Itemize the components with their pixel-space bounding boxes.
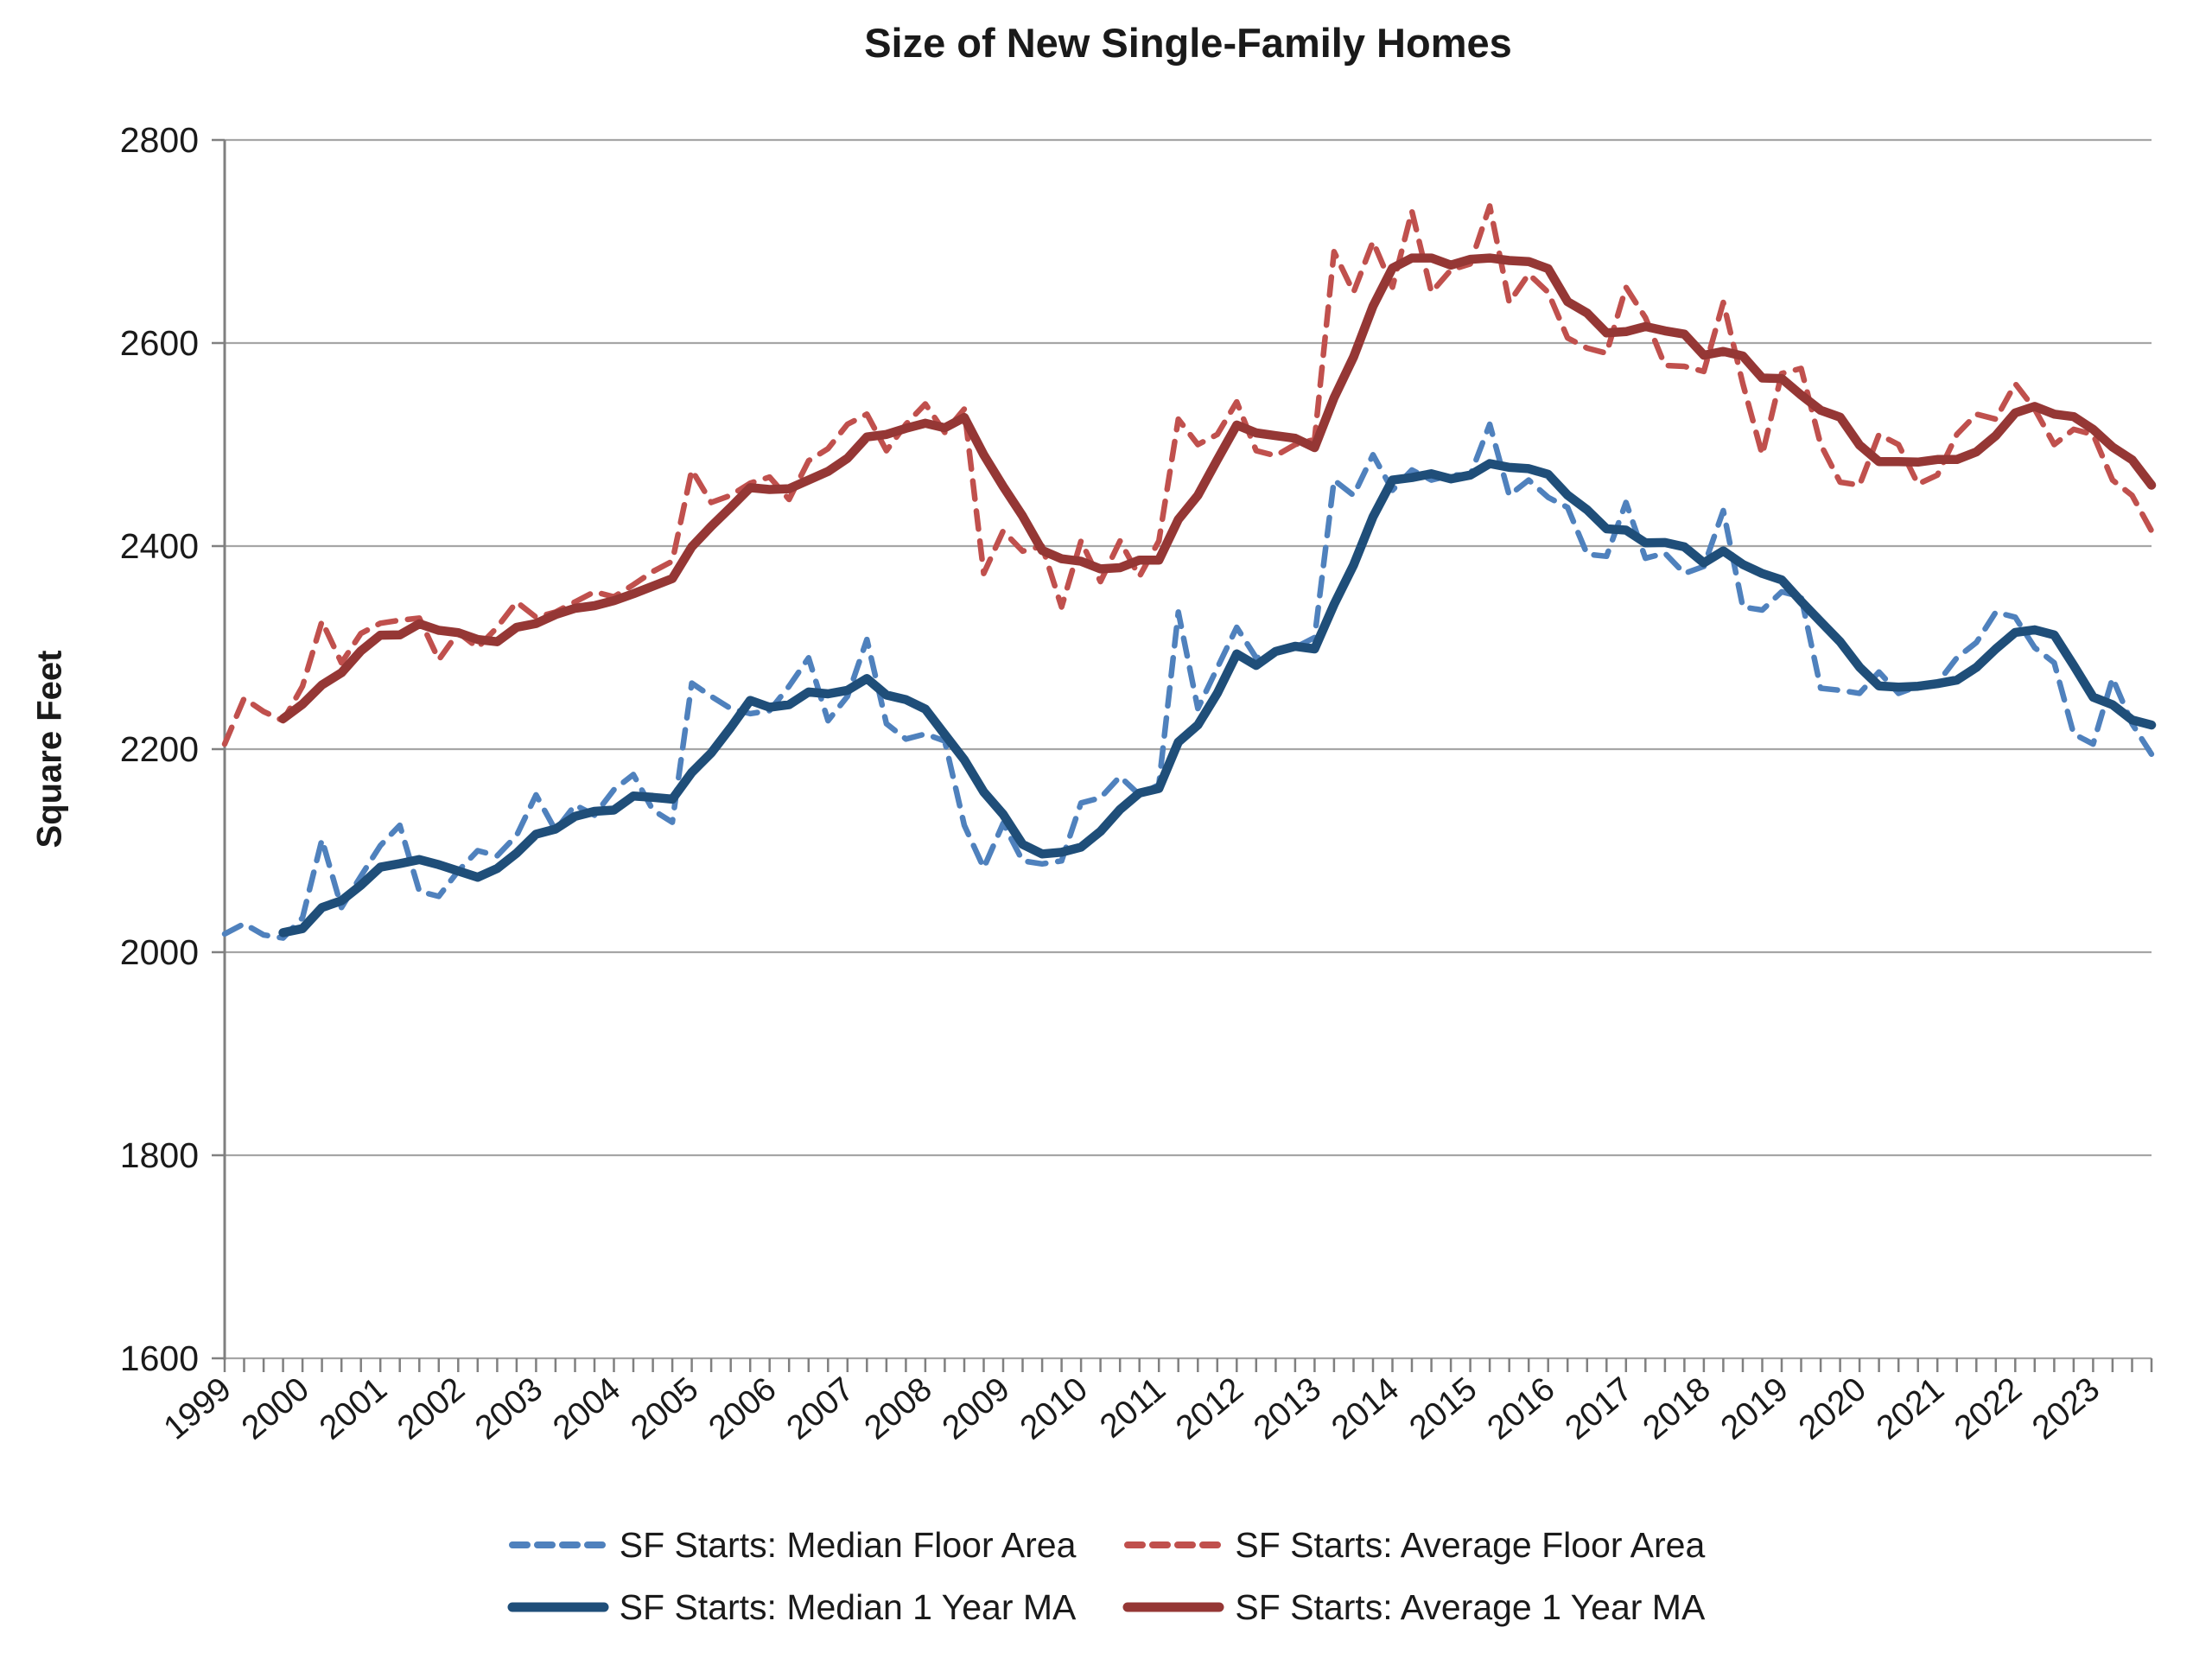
svg-text:2800: 2800 bbox=[120, 120, 199, 160]
svg-text:2016: 2016 bbox=[1480, 1370, 1561, 1447]
svg-text:2012: 2012 bbox=[1169, 1370, 1250, 1447]
svg-text:2008: 2008 bbox=[858, 1370, 939, 1447]
svg-text:1800: 1800 bbox=[120, 1135, 199, 1175]
svg-text:2020: 2020 bbox=[1792, 1370, 1873, 1447]
axes bbox=[212, 138, 2153, 1372]
svg-text:2017: 2017 bbox=[1558, 1370, 1639, 1447]
svg-text:2013: 2013 bbox=[1247, 1370, 1328, 1447]
legend-row-quarterly: SF Starts: Median Floor Area SF Starts: … bbox=[0, 1514, 2212, 1576]
svg-text:2021: 2021 bbox=[1870, 1370, 1951, 1447]
svg-text:2003: 2003 bbox=[468, 1370, 550, 1447]
svg-text:2000: 2000 bbox=[235, 1370, 316, 1447]
legend-label-average-floor-area: SF Starts: Average Floor Area bbox=[1235, 1524, 1706, 1565]
svg-text:2010: 2010 bbox=[1014, 1370, 1095, 1447]
svg-text:2015: 2015 bbox=[1402, 1370, 1484, 1447]
svg-text:1999: 1999 bbox=[157, 1370, 238, 1447]
legend-item-median-floor-area: SF Starts: Median Floor Area bbox=[507, 1524, 1077, 1566]
svg-text:2002: 2002 bbox=[391, 1370, 472, 1447]
svg-text:2023: 2023 bbox=[2025, 1370, 2107, 1447]
svg-text:2004: 2004 bbox=[546, 1370, 627, 1447]
svg-text:2014: 2014 bbox=[1325, 1370, 1406, 1447]
series-line-average-1yr-ma bbox=[278, 253, 2157, 724]
average-1yr-ma-solid-swatch-icon bbox=[1122, 1602, 1224, 1612]
svg-text:2001: 2001 bbox=[313, 1370, 394, 1447]
svg-text:2022: 2022 bbox=[1948, 1370, 2029, 1447]
legend: SF Starts: Median Floor Area SF Starts: … bbox=[0, 1514, 2212, 1638]
legend-row-moving-average: SF Starts: Median 1 Year MA SF Starts: A… bbox=[0, 1576, 2212, 1638]
svg-text:2019: 2019 bbox=[1714, 1370, 1796, 1447]
svg-text:2005: 2005 bbox=[624, 1370, 705, 1447]
legend-label-average-1yr-ma: SF Starts: Average 1 Year MA bbox=[1235, 1586, 1706, 1627]
svg-text:2018: 2018 bbox=[1637, 1370, 1718, 1447]
median-floor-area-dashed-swatch-icon bbox=[508, 1541, 607, 1548]
svg-text:2011: 2011 bbox=[1093, 1370, 1173, 1446]
gridlines bbox=[225, 138, 2152, 1360]
y-tick-labels: 1600 1800 2000 2200 2400 2600 2800 bbox=[120, 120, 199, 1378]
legend-item-median-1yr-ma: SF Starts: Median 1 Year MA bbox=[507, 1586, 1077, 1628]
svg-text:2006: 2006 bbox=[702, 1370, 783, 1447]
average-floor-area-dashed-swatch-icon bbox=[1124, 1541, 1224, 1548]
series-line-average-floor-area bbox=[221, 203, 2155, 747]
legend-item-average-floor-area: SF Starts: Average Floor Area bbox=[1122, 1525, 1705, 1566]
svg-text:2200: 2200 bbox=[120, 729, 199, 769]
series-line-median-1yr-ma bbox=[278, 459, 2157, 938]
series-line-median-floor-area bbox=[221, 421, 2155, 941]
svg-text:2600: 2600 bbox=[120, 323, 199, 363]
svg-text:1600: 1600 bbox=[120, 1338, 199, 1378]
legend-item-average-1yr-ma: SF Starts: Average 1 Year MA bbox=[1122, 1587, 1705, 1628]
svg-text:2400: 2400 bbox=[120, 526, 199, 566]
chart-title: Size of New Single-Family Homes bbox=[864, 20, 1512, 66]
legend-label-median-floor-area: SF Starts: Median Floor Area bbox=[619, 1524, 1077, 1565]
x-tick-labels: 1999200020012002200320042005200620072008… bbox=[157, 1370, 2107, 1447]
svg-text:2000: 2000 bbox=[120, 932, 199, 972]
legend-label-median-1yr-ma: SF Starts: Median 1 Year MA bbox=[619, 1586, 1077, 1627]
svg-text:2009: 2009 bbox=[936, 1370, 1017, 1447]
median-1yr-ma-solid-swatch-icon bbox=[507, 1602, 609, 1612]
svg-text:2007: 2007 bbox=[779, 1370, 861, 1447]
